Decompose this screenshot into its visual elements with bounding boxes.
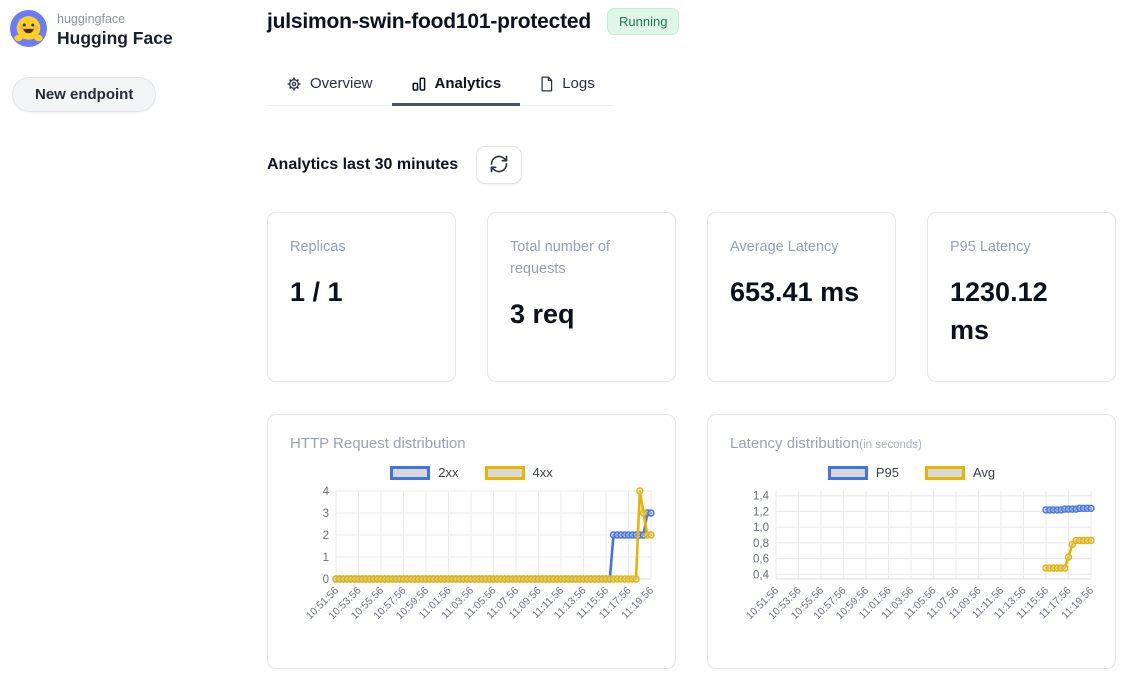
tab-analytics[interactable]: Analytics	[391, 65, 521, 106]
svg-text:1: 1	[323, 552, 329, 564]
legend-swatch	[390, 465, 431, 480]
brand: huggingface Hugging Face	[10, 10, 267, 52]
legend-swatch	[924, 465, 965, 480]
legend-item-4xx: 4xx	[484, 465, 553, 480]
main-content: julsimon-swin-food101-protected Running …	[267, 0, 1123, 669]
stat-cards: Replicas 1 / 1 Total number of requests …	[267, 212, 1123, 382]
page-title: julsimon-swin-food101-protected	[267, 9, 591, 33]
latency-chart: 0,4 0,6 0,8 1,0 1,2 1,4 10:51:56 10:53:56 10:55:…	[730, 483, 1097, 668]
stat-label: Average Latency	[730, 239, 839, 255]
legend-item-p95: P95	[827, 465, 899, 480]
stat-value: 653.41 ms	[730, 276, 860, 307]
stat-value: 1 / 1	[290, 276, 343, 307]
chart-title: HTTP Request distribution	[290, 435, 466, 452]
legend-swatch	[827, 465, 868, 480]
stat-label: Total number of requests	[510, 239, 610, 277]
bar-chart-icon	[411, 76, 427, 92]
tab-label: Analytics	[434, 75, 502, 92]
analytics-heading: Analytics last 30 minutes	[267, 156, 459, 173]
refresh-button[interactable]	[476, 146, 523, 184]
svg-text:0,4: 0,4	[753, 569, 770, 581]
stat-value: 3 req	[510, 298, 575, 329]
stat-card-total-requests: Total number of requests 3 req	[487, 212, 676, 382]
legend-swatch	[484, 465, 525, 480]
svg-text:3: 3	[323, 508, 329, 520]
sidebar: huggingface Hugging Face New endpoint	[0, 0, 267, 669]
stat-label: Replicas	[290, 239, 346, 255]
new-endpoint-button[interactable]: New endpoint	[12, 77, 157, 112]
stat-card-p95-latency: P95 Latency 1230.12 ms	[927, 212, 1116, 382]
svg-text:2: 2	[323, 530, 329, 542]
svg-text:0,6: 0,6	[753, 554, 769, 566]
chart-cards: HTTP Request distribution 2xx 4xx 0 1 2 3 4 1…	[267, 414, 1123, 669]
svg-text:0: 0	[323, 574, 329, 586]
chart-title: Latency distribution(in seconds)	[730, 435, 922, 452]
tab-overview[interactable]: Overview	[267, 65, 392, 106]
tab-bar: Overview Analytics Logs	[267, 65, 614, 106]
tab-label: Overview	[310, 75, 373, 92]
huggingface-logo-icon	[10, 10, 47, 52]
chart-legend: 2xx 4xx	[290, 465, 653, 480]
status-badge: Running	[607, 8, 680, 35]
stat-value: 1230.12 ms	[950, 276, 1048, 345]
org-name: huggingface	[57, 12, 126, 26]
stat-card-replicas: Replicas 1 / 1	[267, 212, 456, 382]
tab-logs[interactable]: Logs	[520, 65, 614, 106]
refresh-icon	[489, 154, 509, 177]
svg-text:1,0: 1,0	[753, 522, 769, 534]
chart-legend: P95 Avg	[730, 465, 1093, 480]
svg-text:1,4: 1,4	[753, 491, 770, 503]
stat-label: P95 Latency	[950, 239, 1031, 255]
svg-text:0,8: 0,8	[753, 538, 769, 550]
legend-item-2xx: 2xx	[390, 465, 459, 480]
svg-text:4: 4	[323, 486, 330, 498]
document-icon	[539, 75, 554, 92]
http-request-chart: 0 1 2 3 4 10:51:56 10:53:56 10:55:56 10:57:56 10:…	[290, 483, 657, 668]
stat-card-average-latency: Average Latency 653.41 ms	[707, 212, 896, 382]
tab-label: Logs	[562, 75, 595, 92]
brand-name: Hugging Face	[57, 28, 173, 48]
svg-text:1,2: 1,2	[753, 506, 769, 518]
latency-chart-card: Latency distribution(in seconds) P95 Avg…	[707, 414, 1116, 669]
gear-icon	[286, 76, 302, 92]
legend-item-avg: Avg	[924, 465, 995, 480]
